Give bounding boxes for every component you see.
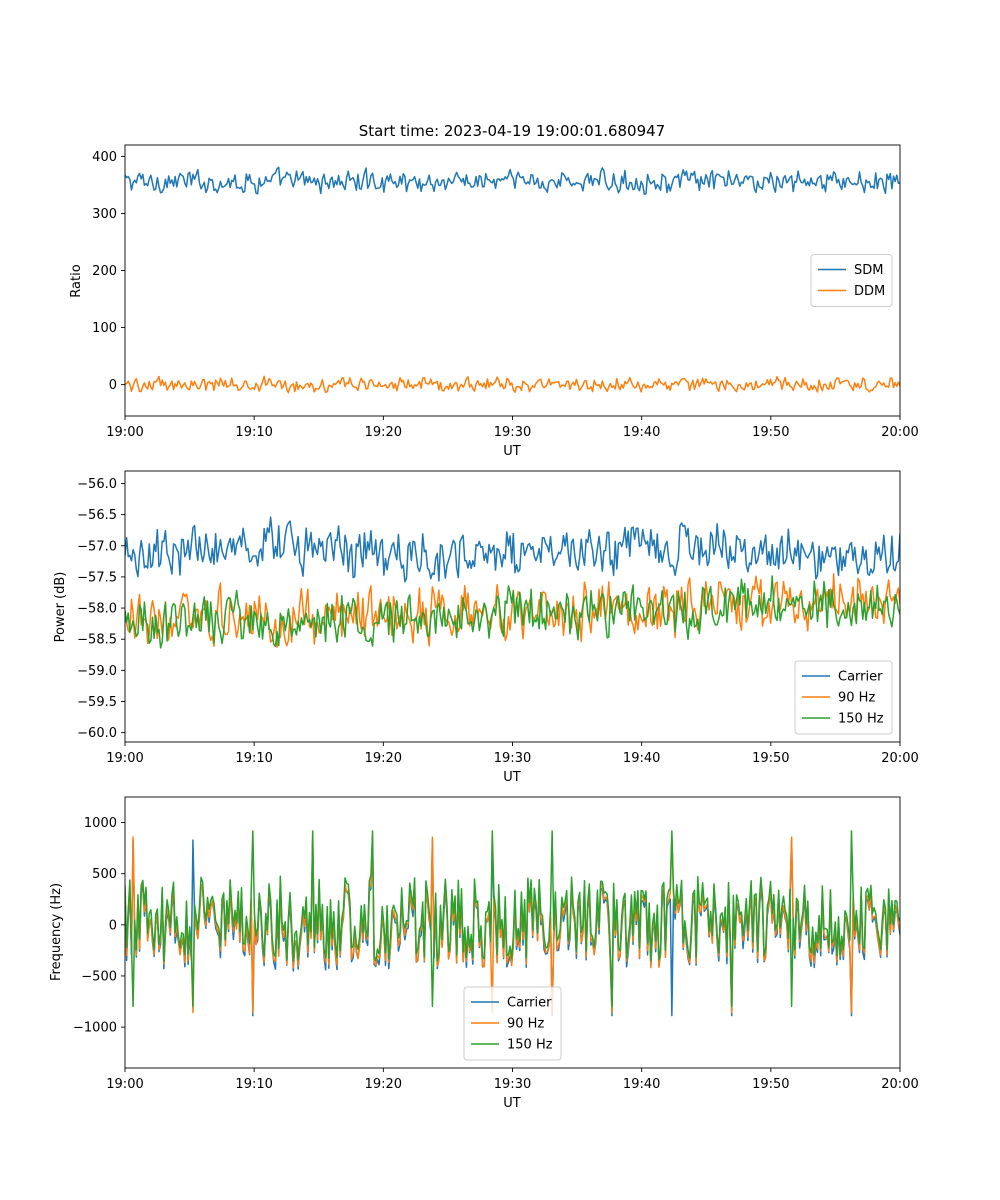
- ratio-panel: Ratio UT 0 100 200 300 400 19:00 19:10 19:20 19:…: [69, 144, 919, 459]
- power-panel-xtick-label: 19:30: [494, 751, 531, 766]
- frequency-panel-legend-label-90-hz: 90 Hz: [507, 1017, 544, 1032]
- power-panel-xtick-label: 19:50: [752, 751, 789, 766]
- power-panel-xtick-label: 20:00: [881, 751, 918, 766]
- power-panel-series-carrier-line: [125, 516, 900, 583]
- frequency-panel-ytick-label: 0: [109, 918, 117, 933]
- ratio-panel-series-ddm-line: [125, 375, 900, 394]
- power-panel-xtick-label: 19:00: [106, 751, 143, 766]
- ratio-panel-xtick-label: 19:50: [752, 425, 789, 440]
- power-panel-xtick-label: 19:10: [235, 751, 272, 766]
- ratio-panel-xtick-label: 19:00: [106, 425, 143, 440]
- power-panel-ytick-label: −58.5: [77, 633, 117, 648]
- frequency-panel-xtick-label: 19:00: [106, 1077, 143, 1092]
- frequency-panel-xtick-label: 19:30: [494, 1077, 531, 1092]
- ratio-panel-ytick-label: 400: [92, 150, 117, 165]
- frequency-panel-legend-box: [463, 986, 562, 1061]
- ratio-panel-legend-label-sdm: SDM: [854, 263, 883, 278]
- frequency-panel-xlabel: UT: [503, 1096, 521, 1111]
- ratio-panel-xlabel: UT: [503, 444, 521, 459]
- power-panel-ytick-label: −58.0: [77, 602, 117, 617]
- ratio-panel-legend: SDM DDM: [810, 254, 893, 307]
- ratio-panel-ytick-label: 200: [92, 264, 117, 279]
- ratio-panel-xtick-label: 19:30: [494, 425, 531, 440]
- power-panel-ytick-label: −56.0: [77, 477, 117, 492]
- power-panel-ytick-label: −57.0: [77, 539, 117, 554]
- power-panel-legend-label-150-hz: 150 Hz: [838, 712, 884, 727]
- power-panel-ytick-label: −57.5: [77, 570, 117, 585]
- power-panel-ytick-label: −60.0: [77, 726, 117, 741]
- ratio-panel-ylabel: Ratio: [69, 264, 84, 297]
- ratio-panel-xtick-label: 19:40: [623, 425, 660, 440]
- frequency-panel-ytick-label: −1000: [73, 1021, 117, 1036]
- power-panel-ylabel: Power (dB): [53, 572, 68, 643]
- power-panel-legend-label-90-hz: 90 Hz: [838, 691, 875, 706]
- power-panel-legend-box: [794, 660, 893, 735]
- power-panel-xtick-label: 19:20: [365, 751, 402, 766]
- power-panel-ytick-label: −56.5: [77, 508, 117, 523]
- power-panel-ytick-label: −59.5: [77, 695, 117, 710]
- ratio-panel-xtick-label: 20:00: [881, 425, 918, 440]
- ratio-panel-series-sdm-line: [125, 166, 900, 196]
- frequency-panel-legend: Carrier 90 Hz 150 Hz: [463, 986, 562, 1061]
- ratio-panel-xtick-label: 19:10: [235, 425, 272, 440]
- power-panel-legend: Carrier 90 Hz 150 Hz: [794, 660, 893, 735]
- ratio-panel-ytick-label: 0: [109, 378, 117, 393]
- frequency-panel-xtick-label: 19:20: [365, 1077, 402, 1092]
- frequency-panel-ytick-label: 500: [92, 867, 117, 882]
- ratio-panel-ytick-label: 100: [92, 321, 117, 336]
- frequency-panel-ylabel: Frequency (Hz): [49, 883, 64, 981]
- ratio-panel-legend-label-ddm: DDM: [854, 284, 885, 299]
- ratio-panel-ytick-label: 300: [92, 207, 117, 222]
- power-panel-xtick-label: 19:40: [623, 751, 660, 766]
- frequency-panel-xtick-label: 19:50: [752, 1077, 789, 1092]
- frequency-panel-xtick-label: 20:00: [881, 1077, 918, 1092]
- ratio-panel-legend-box: [810, 254, 893, 307]
- power-panel-xlabel: UT: [503, 770, 521, 785]
- ratio-panel-xtick-label: 19:20: [365, 425, 402, 440]
- frequency-panel-ytick-label: −500: [81, 969, 117, 984]
- power-panel: Power (dB) UT −60.0 −59.5 −59.0 −58.5 −58.0 −…: [53, 470, 919, 785]
- frequency-panel-series-150-hz-line: [125, 830, 900, 1008]
- power-panel-legend-label-carrier: Carrier: [838, 670, 883, 685]
- frequency-panel-xtick-label: 19:40: [623, 1077, 660, 1092]
- frequency-panel-ytick-label: 1000: [84, 816, 117, 831]
- power-panel-series-150-hz-line: [125, 575, 900, 649]
- frequency-panel-legend-label-carrier: Carrier: [507, 996, 552, 1011]
- frequency-panel: Frequency (Hz) UT −1000 −500 0 500 1000 19:00…: [49, 796, 919, 1111]
- power-panel-ytick-label: −59.0: [77, 664, 117, 679]
- frequency-panel-legend-label-150-hz: 150 Hz: [507, 1038, 553, 1053]
- figure-title: Start time: 2023-04-19 19:00:01.680947: [359, 122, 665, 140]
- frequency-panel-xtick-label: 19:10: [235, 1077, 272, 1092]
